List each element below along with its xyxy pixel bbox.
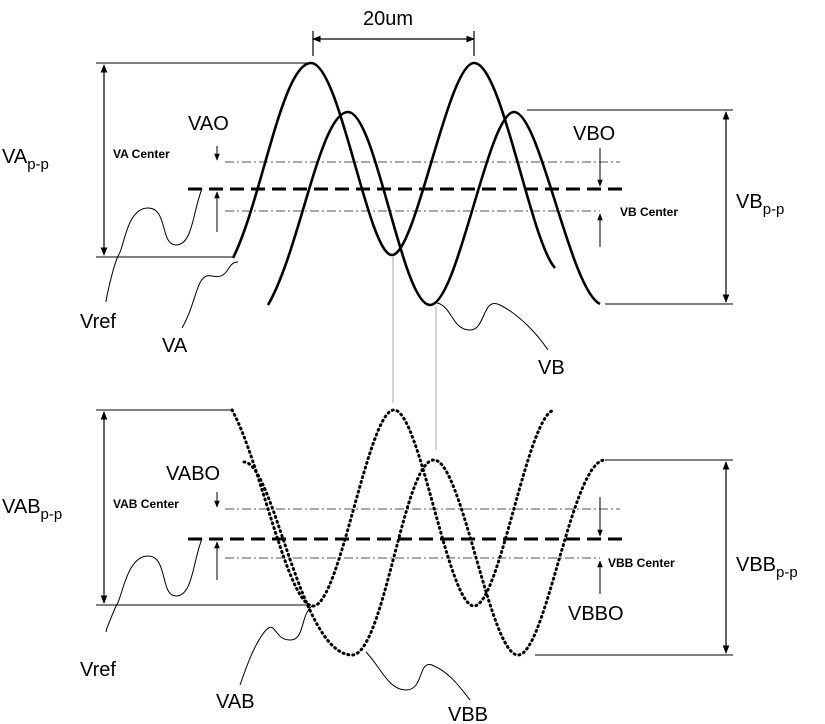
vao-label: VAO <box>188 113 229 135</box>
vref-pointer-bottom <box>105 538 203 633</box>
vab-pp-label: VABp-p <box>2 496 62 523</box>
vab-waveform <box>230 408 557 608</box>
va-center-label: VA Center <box>113 147 170 161</box>
vb-waveform <box>266 110 601 307</box>
vbbo-label: VBBO <box>568 603 624 625</box>
vbb-label: VBB <box>448 704 488 724</box>
va-label: VA <box>162 335 188 357</box>
vab-center-label: VAB Center <box>113 497 179 511</box>
vb-label: VB <box>538 357 565 379</box>
vref-label-bottom: Vref <box>80 659 116 681</box>
vbo-label: VBO <box>573 123 615 145</box>
vbb-pp-label: VBBp-p <box>736 554 798 581</box>
va-pp-label: VAp-p <box>2 146 49 173</box>
va-pointer <box>181 261 239 329</box>
vbb-waveform <box>242 458 607 657</box>
vbb-center-label: VBB Center <box>608 556 675 570</box>
vb-center-label: VB Center <box>620 205 678 219</box>
vb-pp-label: VBp-p <box>736 191 784 218</box>
vbb-pointer <box>365 651 471 701</box>
vabo-label: VABO <box>166 463 220 485</box>
vab-label: VAB <box>216 691 255 713</box>
period-label: 20um <box>363 8 413 30</box>
vab-pointer <box>239 605 313 686</box>
va-waveform <box>231 61 556 269</box>
vref-pointer-top <box>105 188 203 303</box>
vref-label-top: Vref <box>80 311 116 333</box>
vb-pointer <box>436 302 549 351</box>
